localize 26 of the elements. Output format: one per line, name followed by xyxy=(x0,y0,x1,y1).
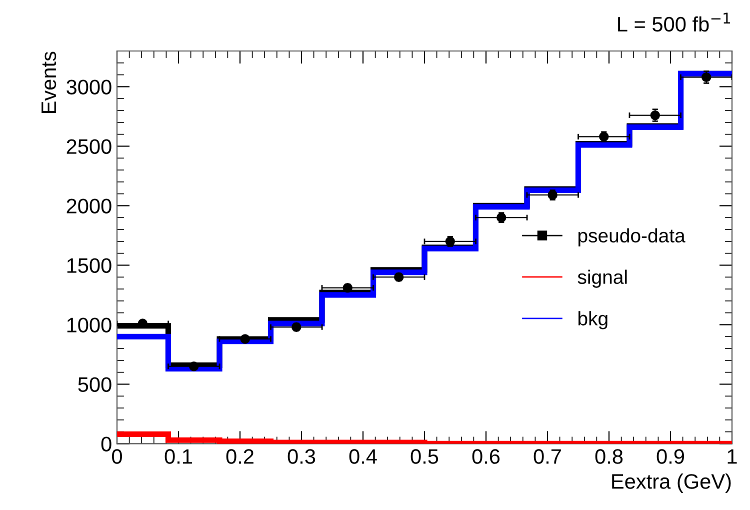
legend-label: bkg xyxy=(578,311,608,330)
x-tick-label: 0.3 xyxy=(288,449,316,464)
x-tick-label: 0.7 xyxy=(534,449,561,464)
y-tick-label: 3000 xyxy=(66,80,112,94)
y-tick-label: 2500 xyxy=(66,139,112,154)
y-tick-label: 2000 xyxy=(66,198,112,214)
y-tick-label: 500 xyxy=(78,377,112,392)
x-axis-title: Eextra (GeV) xyxy=(612,474,731,493)
x-tick-label: 0.1 xyxy=(164,449,192,464)
x-tick-label: 0.4 xyxy=(349,449,377,464)
y-tick-label: 0 xyxy=(101,436,112,452)
point xyxy=(240,334,250,344)
legend-label: signal xyxy=(578,270,627,288)
x-tick-label: 1 xyxy=(728,449,737,464)
x-tick-label: 0.5 xyxy=(410,449,438,464)
chart-title: L = 500 fb$^{−1}$ xyxy=(618,12,730,32)
x-tick-label: 0.9 xyxy=(656,449,684,464)
legend-label: pseudo-data xyxy=(578,228,686,246)
y-tick-label: 1000 xyxy=(67,318,112,332)
y-tick-label: 1500 xyxy=(67,258,112,273)
x-tick-label: 0.8 xyxy=(595,449,623,464)
x-tick-label: 0 xyxy=(112,449,122,464)
x-tick-label: 0.6 xyxy=(472,449,500,464)
x-tick-label: 0.2 xyxy=(226,449,254,464)
point xyxy=(189,361,199,372)
y-axis-title: Events xyxy=(42,52,56,113)
